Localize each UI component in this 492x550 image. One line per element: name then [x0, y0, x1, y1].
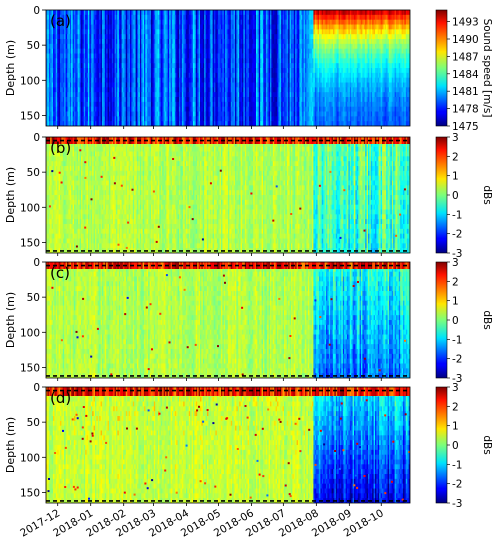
colorbar-gradient	[435, 261, 448, 379]
colorbar-tick-label: -2	[452, 479, 462, 491]
y-tick-label: 50	[27, 417, 40, 429]
y-tick-label: 0	[33, 257, 40, 269]
panel-label: (c)	[50, 264, 70, 282]
colorbar: 1475 1478 1481 1484 1487 1490 1493 Sound speed …	[435, 9, 492, 133]
colorbar-tick-label: 1490	[452, 34, 479, 46]
colorbar-tick-label: 0	[452, 315, 459, 327]
y-tick-label: 50	[27, 292, 40, 304]
colorbar-tick-label: 3	[452, 257, 459, 269]
y-tick-label: 150	[20, 237, 40, 249]
hotspots	[48, 149, 406, 249]
colorbar-tick-label: -2	[452, 354, 462, 366]
colorbar-label: dBs	[481, 310, 492, 329]
panel-label: (b)	[50, 139, 71, 157]
colorbar-gradient	[435, 136, 448, 254]
colorbar-label: Sound speed [m/s]	[481, 19, 492, 118]
y-tick-label: 0	[33, 382, 40, 394]
colorbar-tick-label: 3	[452, 132, 459, 144]
colorbar-label: dBs	[481, 185, 492, 204]
y-tick-label: 150	[20, 110, 40, 122]
y-axis-label: Depth (m)	[4, 417, 17, 473]
y-tick-label: 100	[20, 327, 40, 339]
panel-a: 0 50 100 150 Depth (m) (a) 1475 1478 1481 1484 148…	[4, 5, 492, 133]
panel-label: (a)	[50, 12, 71, 30]
y-tick-label: 0	[33, 132, 40, 144]
colorbar-label: dBs	[481, 435, 492, 454]
hotspots	[51, 274, 406, 376]
y-tick-label: 50	[27, 167, 40, 179]
y-tick-label: 0	[33, 5, 40, 17]
colorbar-tick-label: 3	[452, 382, 459, 394]
y-axis-label: Depth (m)	[4, 292, 17, 348]
y-tick-label: 150	[20, 362, 40, 374]
colorbar-tick-label: 1484	[452, 69, 479, 81]
colorbar-tick-label: 1487	[452, 51, 479, 63]
colorbar-tick-label: 1481	[452, 86, 479, 98]
colorbar-tick-label: 1	[452, 296, 459, 308]
colorbar-tick-label: -3	[452, 498, 462, 510]
colorbar-tick-label: -3	[452, 248, 462, 260]
colorbar-tick-label: 0	[452, 440, 459, 452]
hotspots	[47, 399, 410, 501]
y-tick-label: 100	[20, 202, 40, 214]
heatmap-field	[46, 137, 410, 253]
colorbar-tick-label: 1475	[452, 121, 479, 133]
surface-band	[46, 387, 410, 396]
colorbar-tick-label: -2	[452, 229, 462, 241]
colorbar: -3 -2 -1 0 1 2 3 dBs	[435, 132, 492, 260]
y-axis-label: Depth (m)	[4, 167, 17, 223]
colorbar-tick-label: 2	[452, 151, 459, 163]
colorbar-gradient	[435, 9, 448, 127]
panel-frame	[45, 136, 411, 254]
colorbar-tick-label: 0	[452, 190, 459, 202]
colorbar-tick-label: -1	[452, 459, 462, 471]
y-axis-label: Depth (m)	[4, 40, 17, 96]
panel-label: (d)	[50, 389, 71, 407]
y-tick-label: 150	[20, 487, 40, 499]
panel-frame	[45, 261, 411, 379]
colorbar-tick-label: 1	[452, 421, 459, 433]
heatmap-field	[46, 10, 410, 126]
colorbar-gradient	[435, 386, 448, 504]
colorbar-tick-label: 1478	[452, 104, 479, 116]
colorbar-tick-label: -1	[452, 209, 462, 221]
y-tick-label: 100	[20, 452, 40, 464]
y-tick-label: 50	[27, 40, 40, 52]
panel-frame	[45, 9, 411, 127]
panel-b: 0 50 100 150 Depth (m) (b) -3 -2 -1 0 1 2 3 dBs	[4, 132, 492, 260]
colorbar-tick-label: 1493	[452, 17, 479, 29]
colorbar-tick-label: 2	[452, 401, 459, 413]
panel-d: 0 50 100 150 Depth (m) (d) -3 -2 -1 0 1 2 3 dBs	[4, 382, 492, 510]
colorbar: -3 -2 -1 0 1 2 3 dBs	[435, 382, 492, 510]
heatmap-field	[46, 387, 410, 503]
panel-frame	[45, 386, 411, 504]
panel-c: 0 50 100 150 Depth (m) (c) -3 -2 -1 0 1 2 3 dBs	[4, 257, 492, 385]
colorbar-tick-label: -3	[452, 373, 462, 385]
colorbar-tick-label: -1	[452, 334, 462, 346]
colorbar-tick-label: 1	[452, 171, 459, 183]
colorbar: -3 -2 -1 0 1 2 3 dBs	[435, 257, 492, 385]
heatmap-field	[46, 262, 410, 378]
colorbar-tick-label: 2	[452, 276, 459, 288]
y-tick-label: 100	[20, 75, 40, 87]
